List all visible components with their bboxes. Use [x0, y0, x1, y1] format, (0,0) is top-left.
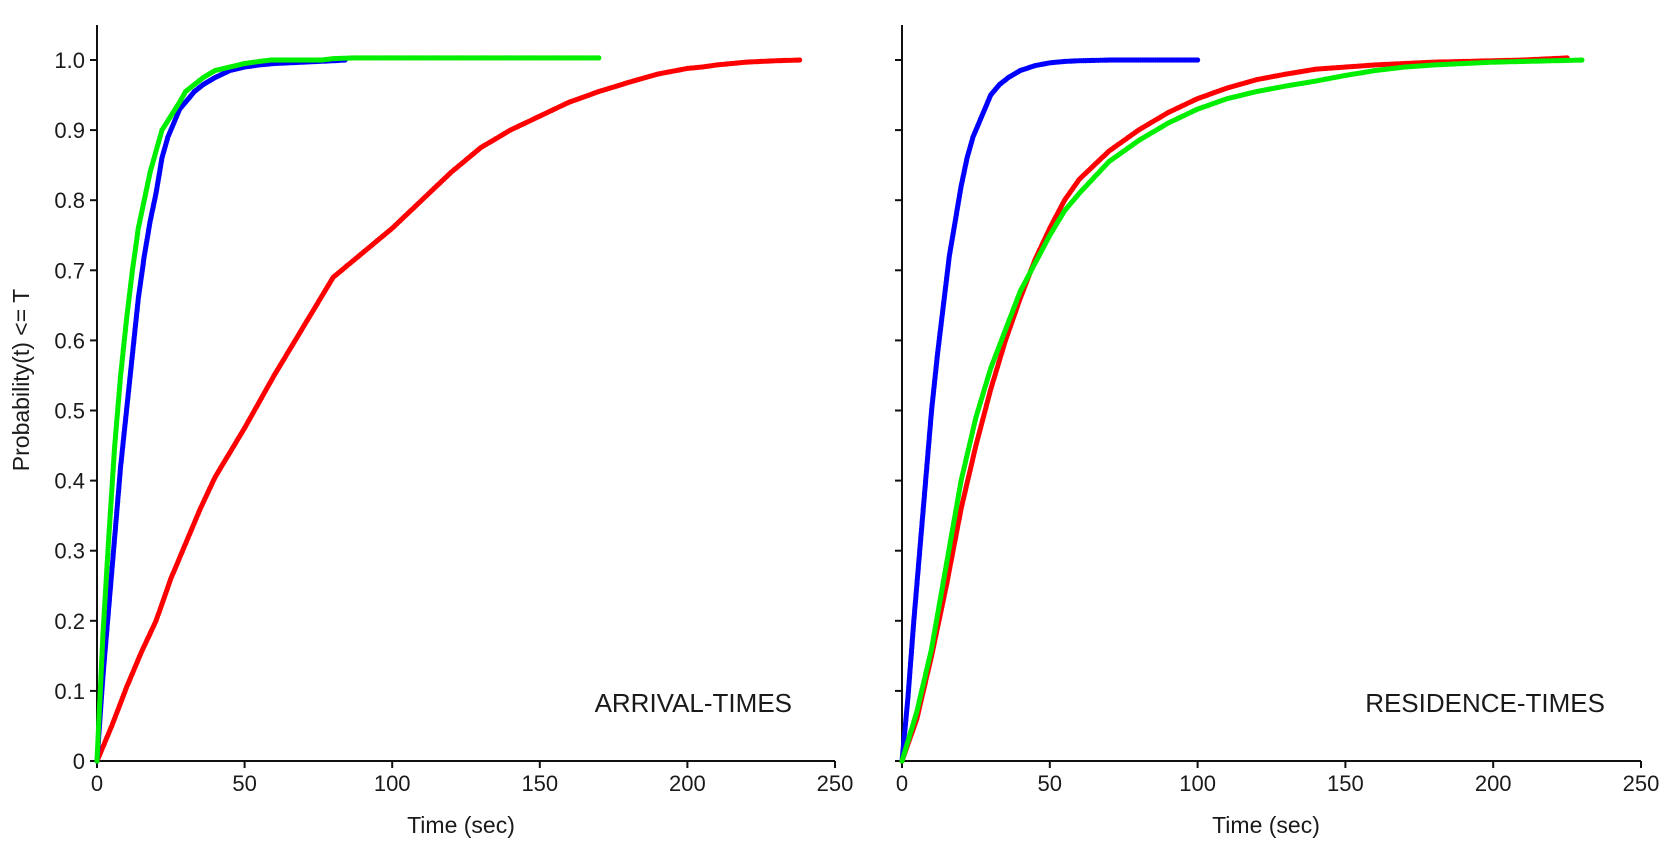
- right-series-blue: [899, 57, 1201, 764]
- left-x-tick-label: 150: [521, 771, 558, 796]
- right-ticks: 0 50 100 150 200 250: [895, 59, 1660, 796]
- left-x-axis-label: Time (sec): [407, 812, 515, 838]
- data-point: [797, 57, 803, 63]
- left-x-tick-label: 0: [91, 771, 103, 796]
- right-x-tick-label: 200: [1475, 771, 1512, 796]
- left-y-tick-label: 0: [73, 749, 85, 774]
- right-x-tick-label: 150: [1327, 771, 1364, 796]
- right-x-tick-label: 100: [1179, 771, 1216, 796]
- left-y-tick-label: 0.8: [54, 188, 85, 213]
- left-panel-label: ARRIVAL-TIMES: [595, 688, 792, 718]
- right-x-tick-label: 0: [896, 771, 908, 796]
- right-series-green: [899, 57, 1585, 764]
- left-y-tick-label: 0.4: [54, 469, 85, 494]
- left-y-tick-label: 0.9: [54, 118, 85, 143]
- left-y-tick-label: 0.6: [54, 328, 85, 353]
- right-points: [899, 55, 1585, 764]
- left-series-blue: [94, 57, 348, 764]
- left-x-tick-label: 200: [669, 771, 706, 796]
- right-series-red: [899, 55, 1570, 764]
- data-point: [596, 55, 602, 61]
- left-points: [94, 55, 803, 764]
- left-x-tick-label: 50: [232, 771, 256, 796]
- left-panel: 0 50 100 150 200 250 0 0.1 0.2 0.3 0.4 0.5 0.6 0.7 0.8…: [54, 25, 853, 838]
- data-point: [1195, 57, 1201, 63]
- right-x-axis-label: Time (sec): [1212, 812, 1320, 838]
- left-y-tick-label: 1.0: [54, 48, 85, 73]
- left-y-tick-label: 0.2: [54, 609, 85, 634]
- y-axis-label: Probability(t) <= T: [8, 289, 34, 471]
- left-ticks: 0 50 100 150 200 250 0 0.1 0.2 0.3 0.4 0.5 0.6 0.7 0.8…: [54, 48, 853, 796]
- left-y-tick-label: 0.5: [54, 399, 85, 424]
- right-panel: 0 50 100 150 200 250 RESIDENCE-TIMES Time (se…: [895, 25, 1659, 838]
- right-x-tick-label: 50: [1038, 771, 1062, 796]
- right-panel-label: RESIDENCE-TIMES: [1365, 688, 1605, 718]
- left-y-tick-label: 0.7: [54, 258, 85, 283]
- data-point: [1579, 57, 1585, 63]
- right-x-tick-label: 250: [1623, 771, 1660, 796]
- left-series-red: [94, 57, 803, 764]
- left-y-tick-label: 0.3: [54, 539, 85, 564]
- left-y-tick-label: 0.1: [54, 679, 85, 704]
- left-x-tick-label: 250: [817, 771, 854, 796]
- left-x-tick-label: 100: [374, 771, 411, 796]
- left-series-green: [94, 55, 602, 764]
